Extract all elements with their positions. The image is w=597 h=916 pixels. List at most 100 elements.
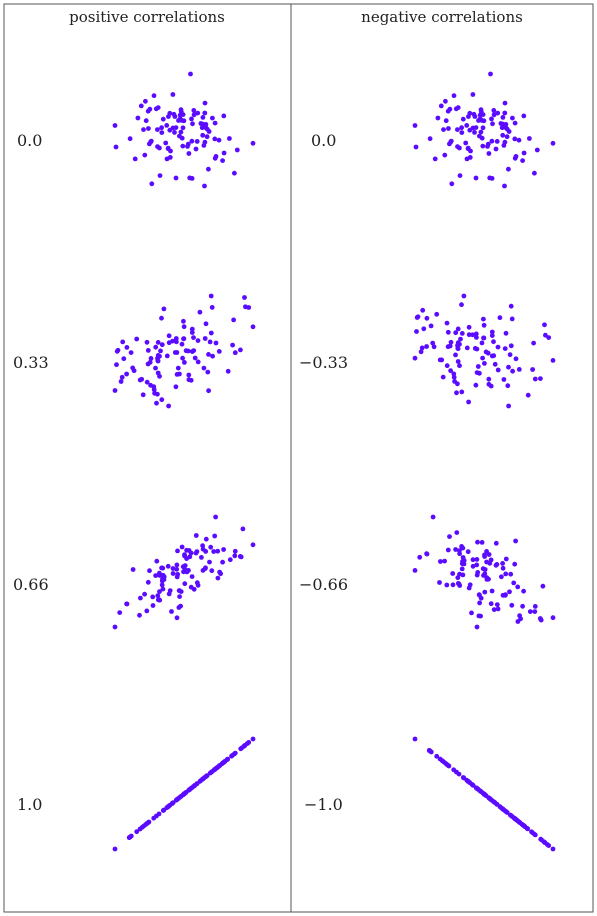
- scatter-point: [525, 392, 531, 398]
- scatter-point: [172, 350, 178, 355]
- scatter-point: [193, 146, 199, 152]
- scatter-point: [500, 561, 505, 566]
- scatter-point: [447, 106, 453, 112]
- scatter-point: [480, 355, 485, 361]
- scatter-point: [543, 332, 548, 338]
- scatter-point: [187, 787, 193, 792]
- scatter-point: [495, 367, 501, 373]
- scatter-point: [530, 367, 535, 372]
- scatter-point: [181, 569, 186, 575]
- scatter-point: [189, 574, 195, 579]
- scatter-point: [200, 132, 206, 138]
- scatter-point: [128, 833, 134, 839]
- scatter-point: [443, 98, 448, 104]
- row-label-positive-4: 1.0: [17, 795, 42, 814]
- scatter-point: [178, 129, 184, 135]
- scatter-point: [472, 114, 478, 119]
- scatter-point: [178, 109, 184, 115]
- scatter-point: [482, 361, 487, 366]
- scatter-point: [161, 306, 167, 312]
- scatter-point: [155, 358, 161, 364]
- scatter-point: [482, 589, 488, 595]
- scatter-point: [491, 607, 497, 612]
- scatter-point: [459, 389, 465, 395]
- scatter-point: [489, 138, 495, 144]
- scatter-point: [174, 372, 180, 377]
- scatter-panel-negative-2: [412, 293, 556, 409]
- scatter-point: [531, 340, 536, 346]
- scatter-point: [216, 763, 222, 769]
- scatter-point: [414, 329, 419, 334]
- scatter-point: [144, 608, 150, 614]
- scatter-point: [449, 181, 455, 187]
- scatter-point: [147, 106, 153, 112]
- scatter-point: [455, 127, 460, 132]
- scatter-point: [451, 371, 457, 377]
- scatter-point: [155, 340, 161, 345]
- scatter-point: [453, 330, 459, 336]
- scatter-point: [189, 330, 195, 335]
- scatter-point: [477, 592, 482, 598]
- scatter-point: [427, 136, 433, 142]
- scatter-point: [465, 146, 471, 152]
- scatter-point: [147, 568, 152, 574]
- scatter-point: [489, 176, 495, 181]
- scatter-point: [491, 339, 496, 345]
- scatter-point: [212, 533, 218, 539]
- row-label-negative-4: −1.0: [304, 795, 343, 814]
- scatter-point: [191, 335, 196, 340]
- scatter-point: [510, 368, 515, 374]
- scatter-point: [478, 109, 484, 115]
- scatter-point: [500, 592, 506, 598]
- scatter-point: [518, 616, 523, 622]
- scatter-point: [481, 316, 486, 322]
- scatter-point: [465, 549, 471, 555]
- scatter-point: [475, 570, 481, 575]
- scatter-point: [131, 368, 137, 374]
- scatter-point: [501, 143, 507, 148]
- scatter-point: [486, 552, 492, 557]
- scatter-point: [215, 548, 221, 554]
- scatter-point: [141, 127, 146, 132]
- scatter-point: [204, 126, 210, 132]
- scatter-point: [144, 821, 150, 826]
- scatter-point: [466, 585, 472, 591]
- scatter-point: [186, 548, 192, 553]
- scatter-point: [503, 556, 509, 562]
- scatter-point: [160, 808, 166, 813]
- scatter-point: [142, 152, 148, 158]
- scatter-point: [151, 93, 157, 99]
- scatter-point: [232, 170, 237, 176]
- scatter-point: [160, 572, 166, 578]
- scatter-point: [203, 536, 209, 542]
- scatter-point: [172, 114, 178, 119]
- scatter-point: [470, 332, 475, 338]
- scatter-point: [491, 108, 497, 113]
- scatter-point: [500, 565, 506, 571]
- scatter-point: [174, 615, 180, 621]
- scatter-point: [550, 140, 556, 146]
- scatter-point: [506, 166, 511, 172]
- scatter-point: [230, 342, 236, 348]
- scatter-point: [166, 340, 172, 346]
- scatter-point: [450, 571, 456, 576]
- scatter-point: [455, 575, 461, 581]
- scatter-point: [179, 135, 185, 141]
- scatter-point: [172, 130, 177, 135]
- scatter-point: [444, 762, 450, 767]
- scatter-point: [532, 170, 537, 176]
- scatter-point: [187, 554, 193, 560]
- scatter-point: [481, 322, 487, 328]
- scatter-point: [464, 345, 470, 351]
- scatter-point: [158, 348, 163, 354]
- scatter-point: [473, 382, 479, 388]
- scatter-point: [488, 601, 494, 607]
- scatter-point: [491, 799, 496, 804]
- scatter-point: [461, 293, 467, 299]
- scatter-point: [176, 118, 181, 123]
- scatter-point: [202, 336, 208, 341]
- scatter-point: [484, 577, 490, 582]
- scatter-point: [488, 383, 494, 389]
- scatter-point: [482, 552, 487, 558]
- scatter-point: [169, 609, 174, 614]
